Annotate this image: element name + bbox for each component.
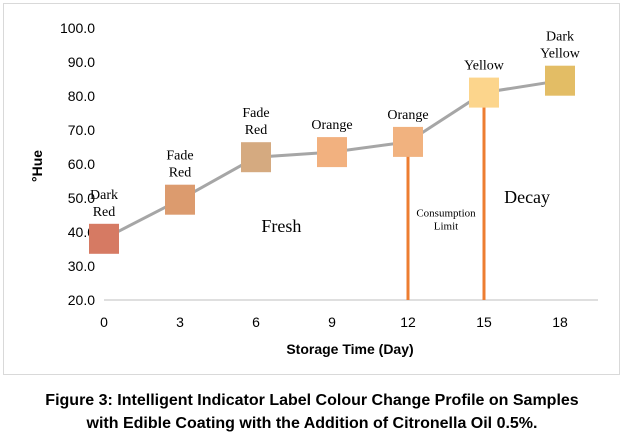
annotation-text: Decay [504,187,550,207]
x-tick-label: 9 [328,314,336,330]
y-tick-label: 30.0 [68,258,95,274]
point-label: Orange [387,108,428,123]
figure-caption: Figure 3: Intelligent Indicator Label Co… [0,389,624,435]
x-tick-label: 6 [252,314,260,330]
point-label: Yellow [540,47,581,62]
hue-line-chart: 20.0 30.0 40.0 50.0 60.0 70.0 80.0 90.0 100.0 0 3… [29,20,598,357]
point-label: Red [169,166,192,181]
caption-line-1: Figure 3: Intelligent Indicator Label Co… [45,392,579,409]
y-tick-label: 60.0 [68,156,95,172]
x-axis-ticks: 0 3 6 9 12 15 18 [100,314,568,330]
point-label: Dark [90,188,118,203]
y-tick-label: 40.0 [68,224,95,240]
x-tick-label: 15 [476,314,492,330]
data-point-marker [317,137,347,168]
markers [89,65,575,254]
point-label: Red [245,123,268,138]
point-labels: Dark Red Fade Red Fade Red Orange Orange Yellow D… [90,30,581,220]
point-label: Fade [166,149,193,164]
x-tick-label: 3 [176,314,184,330]
y-tick-label: 90.0 [68,54,95,70]
chart-frame [3,3,620,375]
y-axis-title: °Hue [29,150,45,182]
point-label: Fade [242,106,269,121]
point-label: Dark [546,30,574,45]
data-point-marker [545,65,575,96]
data-point-marker [469,77,499,108]
x-tick-label: 12 [400,314,416,330]
data-point-marker [89,223,119,254]
y-axis-ticks: 20.0 30.0 40.0 50.0 60.0 70.0 80.0 90.0 100.0 [60,20,95,308]
point-label: Orange [311,118,352,133]
caption-line-2: with Edible Coating with the Addition of… [86,415,538,432]
y-tick-label: 70.0 [68,122,95,138]
y-tick-label: 20.0 [68,292,95,308]
y-tick-label: 80.0 [68,88,95,104]
annotation-text: Fresh [261,216,301,236]
data-point-marker [393,126,423,157]
data-point-marker [241,142,271,173]
point-label: Red [93,205,116,220]
y-tick-label: 100.0 [60,20,95,36]
point-label: Yellow [464,59,505,74]
y-tick-label: 50.0 [68,190,95,206]
x-axis-title: Storage Time (Day) [286,341,413,357]
annotation-text: Limit [434,221,458,233]
x-tick-label: 18 [552,314,568,330]
data-point-marker [165,184,195,215]
x-tick-label: 0 [100,314,108,330]
limit-lines [406,92,486,300]
annotation-text: Consumption [416,208,476,220]
